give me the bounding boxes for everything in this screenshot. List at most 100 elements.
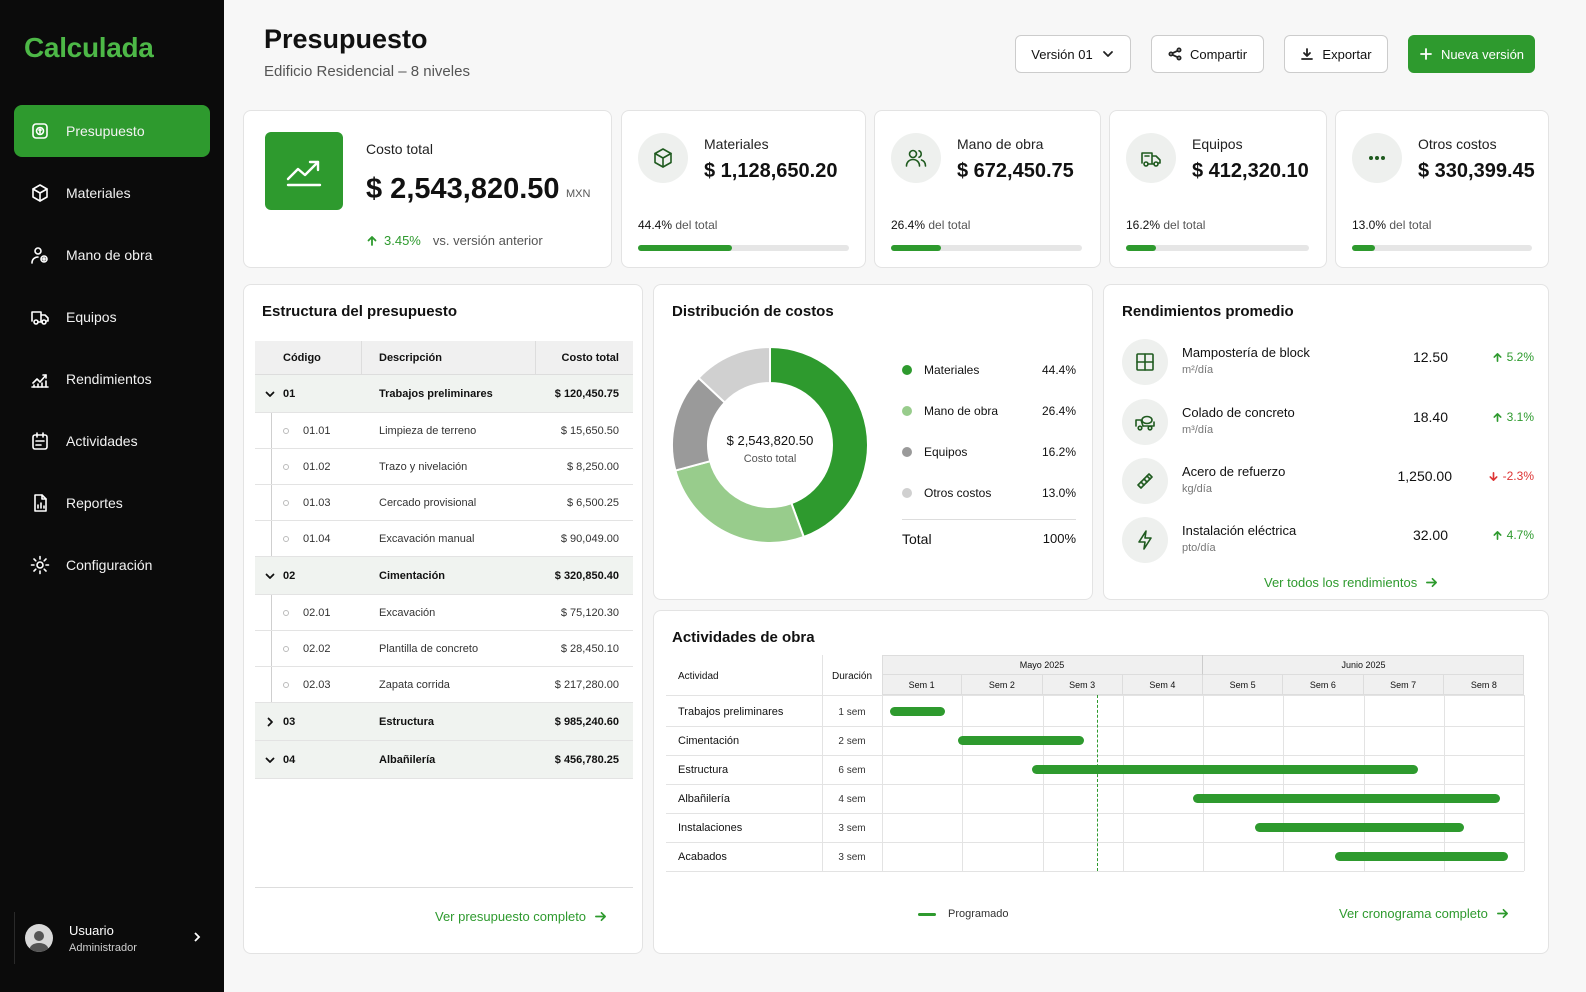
kpi-value: $ 672,450.75 bbox=[957, 160, 1074, 182]
divider bbox=[902, 519, 1076, 520]
table-group-row[interactable]: 02 Cimentación $ 320,850.40 bbox=[255, 557, 633, 595]
tree-node bbox=[283, 463, 289, 470]
budget-table: Código Descripción Costo total 01 Trabajo… bbox=[255, 341, 633, 779]
view-performance-label: Ver todos los rendimientos bbox=[1264, 575, 1418, 590]
app-logo: Calculada bbox=[24, 32, 154, 63]
chevron-down-icon[interactable] bbox=[264, 754, 276, 766]
performance-change: 3.1% bbox=[1492, 410, 1534, 424]
table-group-row[interactable]: 04 Albañilería $ 456,780.25 bbox=[255, 741, 633, 779]
today-marker bbox=[1097, 695, 1099, 871]
gantt-bar[interactable] bbox=[1255, 823, 1464, 832]
performance-unit: m²/día bbox=[1182, 364, 1214, 376]
view-budget-label: Ver presupuesto completo bbox=[435, 909, 587, 924]
performance-value: 18.40 bbox=[1412, 409, 1448, 425]
legend-label: Materiales bbox=[924, 363, 980, 377]
row-cost: $ 15,650.50 bbox=[560, 424, 619, 437]
tree-line bbox=[271, 595, 272, 630]
sidebar-item-presupuesto[interactable]: Presupuesto bbox=[14, 105, 210, 157]
tree-line bbox=[271, 449, 272, 484]
row-description: Excavación manual bbox=[379, 532, 475, 545]
chevron-down-icon[interactable] bbox=[264, 388, 276, 400]
page-subtitle: Edificio Residencial – 8 niveles bbox=[264, 63, 470, 80]
new-version-button[interactable]: Nueva versión bbox=[1408, 35, 1535, 73]
performance-change: 5.2% bbox=[1492, 350, 1534, 364]
chevron-down-icon[interactable] bbox=[264, 570, 276, 582]
export-button[interactable]: Exportar bbox=[1284, 35, 1388, 73]
row-cost: $ 456,780.25 bbox=[554, 753, 619, 766]
report-icon bbox=[30, 493, 50, 513]
version-label: Versión 01 bbox=[1031, 46, 1093, 62]
kpi-value: $ 412,320.10 bbox=[1192, 160, 1309, 182]
gantt-week: Sem 3 bbox=[1043, 675, 1123, 695]
gantt-month: Mayo 2025 bbox=[882, 655, 1203, 675]
version-select[interactable]: Versión 01 bbox=[1015, 35, 1131, 73]
kpi-progress-bar bbox=[1352, 245, 1532, 251]
sidebar-item-label: Materiales bbox=[66, 185, 131, 201]
tree-node bbox=[283, 609, 289, 616]
donut-slice-materiales[interactable] bbox=[769, 345, 869, 539]
row-description: Cimentación bbox=[379, 569, 446, 582]
arrow-right-icon bbox=[1426, 577, 1438, 588]
legend-label: Otros costos bbox=[924, 486, 992, 500]
gantt-bar[interactable] bbox=[1032, 765, 1419, 774]
tree-line bbox=[271, 485, 272, 520]
table-group-row[interactable]: 01 Trabajos preliminares $ 120,450.75 bbox=[255, 375, 633, 413]
sidebar-item-rendimientos[interactable]: Rendimientos bbox=[14, 353, 210, 405]
sidebar-item-reportes[interactable]: Reportes bbox=[14, 477, 210, 529]
table-group-row[interactable]: 03 Estructura $ 985,240.60 bbox=[255, 703, 633, 741]
performance-row: Colado de concreto m³/día 18.40 3.1% bbox=[1122, 399, 1534, 449]
gantt-bar[interactable] bbox=[1192, 794, 1500, 803]
kpi-label: Mano de obra bbox=[957, 136, 1044, 152]
people-icon bbox=[891, 133, 941, 183]
sidebar-item-equipos[interactable]: Equipos bbox=[14, 291, 210, 343]
arrow-right-icon bbox=[595, 911, 607, 922]
donut-slice-mano-de-obra[interactable] bbox=[674, 459, 806, 544]
sidebar-item-mano-de-obra[interactable]: Mano de obra bbox=[14, 229, 210, 281]
donut-slice-otros-costos[interactable] bbox=[697, 345, 771, 404]
legend-value: 13.0% bbox=[1041, 486, 1076, 500]
row-code: 01 bbox=[283, 387, 296, 400]
chevron-right-icon[interactable] bbox=[264, 716, 276, 728]
sidebar-item-configuracion[interactable]: Configuración bbox=[14, 539, 210, 591]
sidebar-item-materiales[interactable]: Materiales bbox=[14, 167, 210, 219]
distribution-total-pct: 100% bbox=[1042, 531, 1076, 546]
legend-swatch bbox=[902, 447, 912, 457]
performance-value: 1,250.00 bbox=[1397, 468, 1453, 484]
currency-label: MXN bbox=[566, 188, 591, 200]
more-icon bbox=[1352, 133, 1402, 183]
row-code: 01.02 bbox=[303, 460, 331, 473]
sidebar-item-actividades[interactable]: Actividades bbox=[14, 415, 210, 467]
row-cost: $ 120,450.75 bbox=[554, 387, 619, 400]
gantt-activity-name: Trabajos preliminares bbox=[678, 706, 784, 718]
performance-value: 12.50 bbox=[1412, 349, 1448, 365]
distribution-total-label: Total bbox=[902, 531, 932, 547]
avatar bbox=[25, 924, 53, 952]
gantt-bar[interactable] bbox=[1335, 852, 1508, 861]
gantt-bar[interactable] bbox=[890, 707, 945, 716]
share-button[interactable]: Compartir bbox=[1151, 35, 1264, 73]
progress-fill bbox=[891, 245, 942, 251]
performance-value: 32.00 bbox=[1412, 527, 1448, 543]
view-budget-link[interactable]: Ver presupuesto completo bbox=[435, 909, 607, 924]
gantt-activity-name: Instalaciones bbox=[678, 822, 743, 834]
gantt-week: Sem 8 bbox=[1470, 680, 1497, 690]
gear-icon bbox=[30, 555, 50, 575]
legend-value: 44.4% bbox=[1041, 363, 1076, 377]
gantt-bar[interactable] bbox=[958, 736, 1085, 745]
gantt-activity-name: Acabados bbox=[678, 851, 727, 863]
legend-item: Materiales 44.4% bbox=[902, 363, 1076, 377]
table-row: 01.01 Limpieza de terreno $ 15,650.50 bbox=[255, 413, 633, 449]
column-separator bbox=[361, 341, 362, 374]
view-performance-link[interactable]: Ver todos los rendimientos bbox=[1264, 575, 1438, 590]
user-menu[interactable]: Usuario Administrador bbox=[14, 912, 210, 964]
gantt-duration: 6 sem bbox=[838, 765, 866, 776]
user-name: Usuario bbox=[69, 922, 114, 938]
download-icon bbox=[1301, 48, 1314, 60]
grid-icon bbox=[1122, 339, 1168, 385]
new-version-label: Nueva versión bbox=[1440, 46, 1525, 62]
gantt-grid-line bbox=[882, 695, 883, 871]
view-schedule-link[interactable]: Ver cronograma completo bbox=[1339, 906, 1509, 921]
main-content: Presupuesto Edificio Residencial – 8 niv… bbox=[224, 0, 1586, 992]
kpi-progress-bar bbox=[891, 245, 1082, 251]
activities-title: Actividades de obra bbox=[672, 629, 815, 646]
